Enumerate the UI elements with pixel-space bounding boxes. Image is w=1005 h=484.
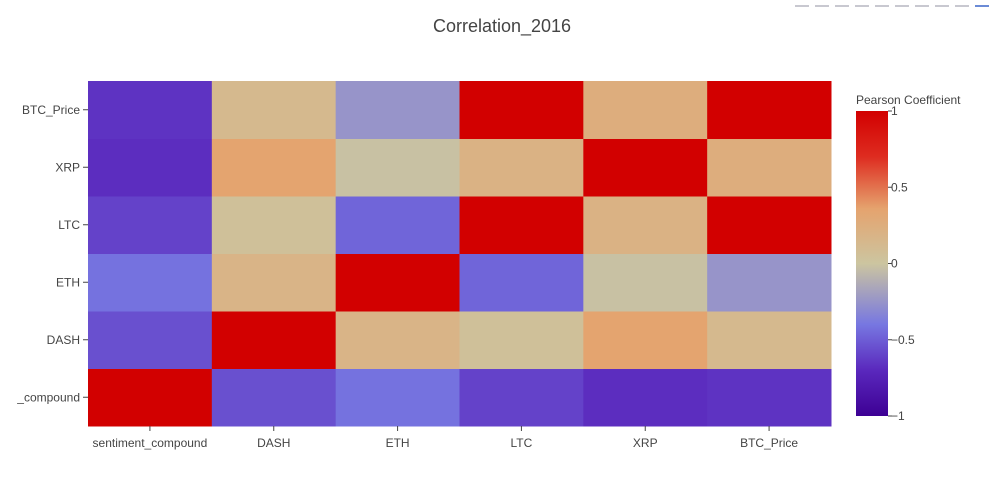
heatmap-cell-ltc-ltc[interactable] xyxy=(459,196,584,254)
zoom-out-icon[interactable] xyxy=(875,0,889,7)
zoom-in-icon[interactable] xyxy=(855,0,869,7)
x-tick-label: ETH xyxy=(386,436,410,450)
heatmap-cell-dash-sentiment_compound[interactable] xyxy=(88,311,213,369)
y-tick-label: XRP xyxy=(55,160,80,174)
x-tick-label: LTC xyxy=(511,436,533,450)
heatmap-cell-sentiment_compound-dash[interactable] xyxy=(211,368,337,427)
heatmap-cell-eth-ltc[interactable] xyxy=(459,253,584,312)
y-tick-label: _compound xyxy=(16,390,80,404)
heatmap-cell-btc_price-btc_price[interactable] xyxy=(707,81,832,139)
heatmap-cell-eth-sentiment_compound[interactable] xyxy=(88,253,213,312)
y-tick-label: ETH xyxy=(56,275,80,289)
colorbar-title: Pearson Coefficient xyxy=(856,93,961,107)
heatmap-cell-sentiment_compound-sentiment_compound[interactable] xyxy=(88,368,213,427)
plot-modebar xyxy=(795,0,989,7)
colorbar-tick-label: −1 xyxy=(891,409,905,423)
heatmap-cell-btc_price-ltc[interactable] xyxy=(459,81,584,139)
heatmap-cell-btc_price-xrp[interactable] xyxy=(583,81,708,139)
colorbar-tick-label: 1 xyxy=(891,104,898,118)
reset-axes-icon[interactable] xyxy=(915,0,929,7)
heatmap-cell-dash-xrp[interactable] xyxy=(583,311,708,369)
heatmap-cell-ltc-xrp[interactable] xyxy=(583,196,708,254)
heatmap-cell-dash-dash[interactable] xyxy=(211,311,337,369)
hover-compare-icon[interactable] xyxy=(955,0,969,7)
x-tick-label: DASH xyxy=(257,436,290,450)
heatmap-cell-eth-btc_price[interactable] xyxy=(707,253,832,312)
colorbar: Pearson Coefficient 1 0.5 0 −0.5 −1 xyxy=(856,93,961,423)
y-tick-label: DASH xyxy=(47,333,80,347)
plotly-logo-icon[interactable] xyxy=(975,0,989,7)
hover-closest-icon[interactable] xyxy=(935,0,949,7)
pan-icon[interactable] xyxy=(835,0,849,7)
heatmap-cell-xrp-ltc[interactable] xyxy=(459,138,584,197)
autoscale-icon[interactable] xyxy=(895,0,909,7)
y-tick-label: LTC xyxy=(58,218,80,232)
colorbar-tick-label: −0.5 xyxy=(891,333,915,347)
heatmap-cell-btc_price-sentiment_compound[interactable] xyxy=(88,81,213,139)
heatmap-cell-sentiment_compound-btc_price[interactable] xyxy=(707,368,832,427)
heatmap-cell-xrp-eth[interactable] xyxy=(335,138,460,197)
y-tick-label: BTC_Price xyxy=(22,103,80,117)
heatmap-cell-ltc-dash[interactable] xyxy=(211,196,337,254)
heatmap-cells xyxy=(88,81,832,427)
zoom-icon[interactable] xyxy=(815,0,829,7)
heatmap-cell-xrp-dash[interactable] xyxy=(211,138,337,197)
heatmap-cell-sentiment_compound-xrp[interactable] xyxy=(583,368,708,427)
heatmap-cell-sentiment_compound-eth[interactable] xyxy=(335,368,460,427)
heatmap-cell-btc_price-eth[interactable] xyxy=(335,81,460,139)
x-tick-label: XRP xyxy=(633,436,658,450)
chart-title: Correlation_2016 xyxy=(433,16,571,37)
heatmap-cell-eth-xrp[interactable] xyxy=(583,253,708,312)
heatmap-cell-xrp-sentiment_compound[interactable] xyxy=(88,138,213,197)
y-axis: _compound DASH ETH LTC XRP BTC_Price xyxy=(16,103,88,404)
x-axis: sentiment_compound DASH ETH LTC XRP BTC_Price xyxy=(93,426,798,450)
colorbar-tick-label: 0.5 xyxy=(891,180,908,194)
heatmap-cell-eth-dash[interactable] xyxy=(211,253,337,312)
camera-icon[interactable] xyxy=(795,0,809,7)
heatmap-cell-btc_price-dash[interactable] xyxy=(211,81,337,139)
heatmap-cell-eth-eth[interactable] xyxy=(335,253,460,312)
heatmap-cell-xrp-btc_price[interactable] xyxy=(707,138,832,197)
x-tick-label: sentiment_compound xyxy=(93,436,208,450)
heatmap-cell-ltc-btc_price[interactable] xyxy=(707,196,832,254)
colorbar-gradient xyxy=(856,111,888,416)
heatmap-cell-sentiment_compound-ltc[interactable] xyxy=(459,368,584,427)
heatmap-cell-dash-eth[interactable] xyxy=(335,311,460,369)
heatmap-cell-ltc-sentiment_compound[interactable] xyxy=(88,196,213,254)
heatmap-cell-ltc-eth[interactable] xyxy=(335,196,460,254)
heatmap-cell-xrp-xrp[interactable] xyxy=(583,138,708,197)
heatmap-cell-dash-ltc[interactable] xyxy=(459,311,584,369)
heatmap-cell-dash-btc_price[interactable] xyxy=(707,311,832,369)
x-tick-label: BTC_Price xyxy=(740,436,798,450)
colorbar-tick-label: 0 xyxy=(891,257,898,271)
